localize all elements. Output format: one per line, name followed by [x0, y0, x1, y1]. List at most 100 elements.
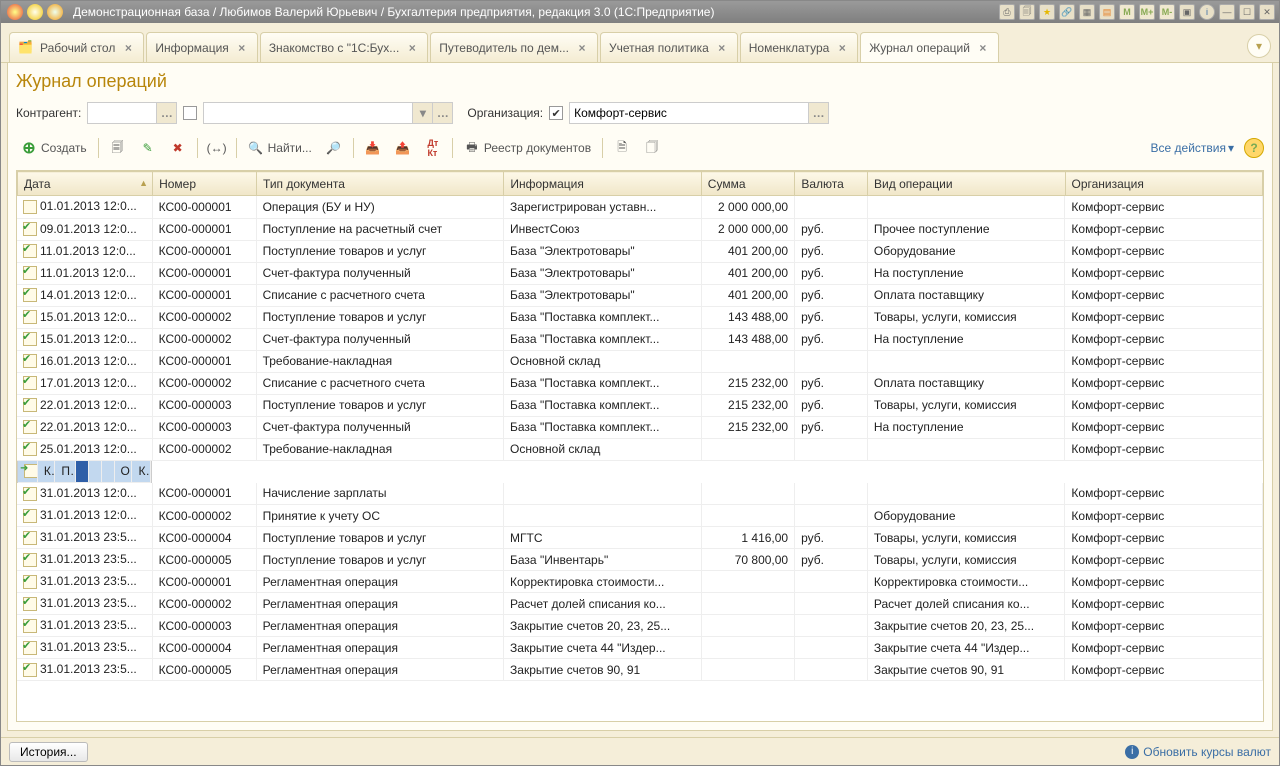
table-row[interactable]: 31.01.2013 12:0...КС00-000001Начисление …	[17, 483, 1263, 505]
close-icon[interactable]: ×	[235, 41, 249, 55]
col-org[interactable]: Организация	[1065, 172, 1263, 196]
unpost-button[interactable]: 📤	[390, 136, 416, 160]
maximize-icon[interactable]: ☐	[1239, 4, 1255, 20]
col-sum[interactable]: Сумма	[701, 172, 795, 196]
col-number[interactable]: Номер	[153, 172, 257, 196]
table-row[interactable]: 22.01.2013 12:0...КС00-000003Поступление…	[17, 394, 1263, 416]
col-info[interactable]: Информация	[504, 172, 701, 196]
table-row[interactable]: 31.01.2013 12:0...КС00-000002Принятие к …	[17, 505, 1263, 527]
close-icon[interactable]: ×	[715, 41, 729, 55]
grid-body[interactable]: 01.01.2013 12:0...КС00-000001Операция (Б…	[17, 196, 1263, 721]
col-currency[interactable]: Валюта	[795, 172, 868, 196]
cell-date: 22.01.2013 12:0...	[17, 416, 152, 438]
table-row[interactable]: 09.01.2013 12:0...КС00-000001Поступление…	[17, 218, 1263, 240]
counterparty-field[interactable]: …	[87, 102, 177, 124]
tab-info[interactable]: Информация ×	[146, 32, 257, 62]
table-row[interactable]: 31.01.2013 23:5...КС00-000002Регламентна…	[17, 593, 1263, 615]
close-icon[interactable]: ×	[575, 41, 589, 55]
sys-min-icon[interactable]	[27, 4, 43, 20]
m-icon[interactable]: M	[1119, 4, 1135, 20]
col-doctype[interactable]: Тип документа	[257, 172, 504, 196]
table-row[interactable]: 15.01.2013 12:0...КС00-000002Поступление…	[17, 306, 1263, 328]
table-row[interactable]: 11.01.2013 12:0...КС00-000001Поступление…	[17, 240, 1263, 262]
chevron-down-icon[interactable]: ▾	[412, 103, 432, 123]
row-status-icon	[23, 244, 37, 258]
window-icon[interactable]: ▣	[1179, 4, 1195, 20]
toolbar-icon[interactable]: ⎙	[999, 4, 1015, 20]
table-row[interactable]: 11.01.2013 12:0...КС00-000001Счет-фактур…	[17, 262, 1263, 284]
m-plus-icon[interactable]: M+	[1139, 4, 1155, 20]
col-optype[interactable]: Вид операции	[868, 172, 1065, 196]
table-row[interactable]: 30.01.2013 0:00...КС00-000001Принятие к …	[17, 461, 152, 483]
cell-currency: руб.	[795, 527, 868, 549]
star-icon[interactable]: ★	[1039, 4, 1055, 20]
all-actions-link[interactable]: Все действия▾	[1151, 141, 1235, 155]
tabs-overflow-icon[interactable]: ▾	[1247, 34, 1271, 58]
ellipsis-icon[interactable]: …	[432, 103, 452, 123]
ellipsis-icon[interactable]: …	[808, 103, 828, 123]
calc-icon[interactable]: ▦	[1079, 4, 1095, 20]
table-row[interactable]: 31.01.2013 23:5...КС00-000005Регламентна…	[17, 659, 1263, 681]
edit-button[interactable]: ✎	[135, 136, 161, 160]
org-checkbox[interactable]: ✔	[549, 106, 563, 120]
refresh-rates-link[interactable]: i Обновить курсы валют	[1125, 745, 1271, 759]
table-row[interactable]: 15.01.2013 12:0...КС00-000002Счет-фактур…	[17, 328, 1263, 350]
calendar-icon[interactable]: ▤	[1099, 4, 1115, 20]
close-icon[interactable]: ×	[121, 41, 135, 55]
table-row[interactable]: 22.01.2013 12:0...КС00-000003Счет-фактур…	[17, 416, 1263, 438]
table-row[interactable]: 17.01.2013 12:0...КС00-000002Списание с …	[17, 372, 1263, 394]
tab-policy[interactable]: Учетная политика ×	[600, 32, 738, 62]
help-icon[interactable]: ?	[1244, 138, 1264, 158]
dtkt-button[interactable]: ДтКт	[420, 136, 446, 160]
tab-journal[interactable]: Журнал операций ×	[860, 32, 999, 62]
cell-currency: руб.	[795, 372, 868, 394]
history-button[interactable]: История...	[9, 742, 88, 762]
sys-max-icon[interactable]	[47, 4, 63, 20]
cell-currency: руб.	[795, 240, 868, 262]
cell-optype: Товары, услуги, комиссия	[867, 306, 1065, 328]
link-icon[interactable]: 🔗	[1059, 4, 1075, 20]
create-button[interactable]: ⊕Создать	[16, 136, 92, 160]
based-on-button[interactable]: 🗎	[609, 136, 635, 160]
minimize-icon[interactable]: —	[1219, 4, 1235, 20]
table-row[interactable]: 31.01.2013 23:5...КС00-000004Регламентна…	[17, 637, 1263, 659]
table-row[interactable]: 31.01.2013 23:5...КС00-000004Поступление…	[17, 527, 1263, 549]
col-date[interactable]: Дата▲	[18, 172, 153, 196]
m-minus-icon[interactable]: M-	[1159, 4, 1175, 20]
delete-button[interactable]: ✖	[165, 136, 191, 160]
table-row[interactable]: 31.01.2013 23:5...КС00-000005Поступление…	[17, 549, 1263, 571]
tab-intro[interactable]: Знакомство с "1С:Бух... ×	[260, 32, 428, 62]
close-icon[interactable]: ×	[405, 41, 419, 55]
tab-nomenclature[interactable]: Номенклатура ×	[740, 32, 859, 62]
close-icon[interactable]: ✕	[1259, 4, 1275, 20]
clear-find-button[interactable]: 🔎	[321, 136, 347, 160]
search-icon: 🔍	[248, 140, 264, 156]
info-icon[interactable]: i	[1199, 4, 1215, 20]
find-button[interactable]: 🔍Найти...	[243, 136, 317, 160]
tab-guide[interactable]: Путеводитель по дем... ×	[430, 32, 598, 62]
copy-button[interactable]: 🗐	[105, 136, 131, 160]
cell-number: КС00-000003	[152, 394, 256, 416]
tab-desktop[interactable]: 🗂️ Рабочий стол ×	[9, 32, 144, 62]
post-button[interactable]: 📥	[360, 136, 386, 160]
cell-info: База "Поставка комплект...	[504, 306, 702, 328]
table-row[interactable]: 25.01.2013 12:0...КС00-000002Требование-…	[17, 438, 1263, 460]
filter-combo[interactable]: ▾ …	[203, 102, 453, 124]
sys-close-icon[interactable]	[7, 4, 23, 20]
report-icon: 🗍	[644, 140, 660, 156]
interval-button[interactable]: (↔)	[204, 136, 230, 160]
report-button[interactable]: 🗍	[639, 136, 665, 160]
close-icon[interactable]: ×	[976, 41, 990, 55]
table-row[interactable]: 31.01.2013 23:5...КС00-000001Регламентна…	[17, 571, 1263, 593]
org-field[interactable]: Комфорт-сервис …	[569, 102, 829, 124]
toolbar-icon[interactable]: 🗐	[1019, 4, 1035, 20]
close-icon[interactable]: ×	[835, 41, 849, 55]
ellipsis-icon[interactable]: …	[156, 103, 176, 123]
page-title: Журнал операций	[16, 71, 1264, 92]
table-row[interactable]: 31.01.2013 23:5...КС00-000003Регламентна…	[17, 615, 1263, 637]
registry-button[interactable]: 🖶Реестр документов	[459, 136, 596, 160]
table-row[interactable]: 14.01.2013 12:0...КС00-000001Списание с …	[17, 284, 1263, 306]
filter-checkbox-1[interactable]	[183, 106, 197, 120]
table-row[interactable]: 16.01.2013 12:0...КС00-000001Требование-…	[17, 350, 1263, 372]
table-row[interactable]: 01.01.2013 12:0...КС00-000001Операция (Б…	[17, 196, 1263, 218]
